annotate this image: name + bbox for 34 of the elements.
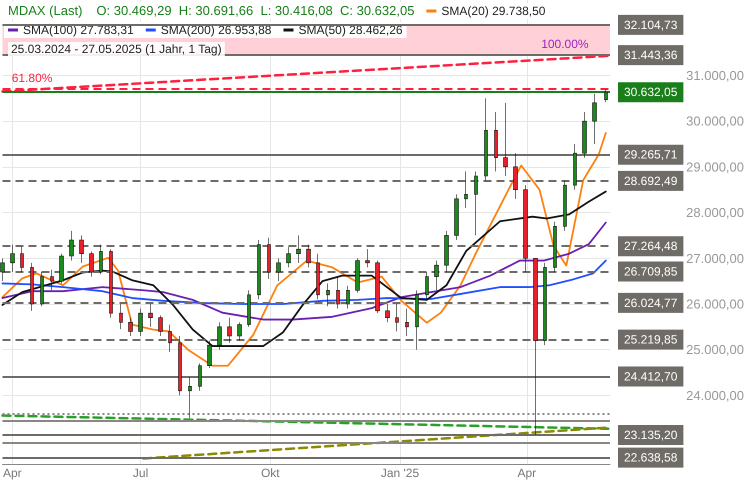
chart-title: MDAX (Last) (8, 3, 82, 18)
x-tick-label: Jul (132, 466, 148, 480)
y-tick-label: 28.000,00 (686, 205, 744, 220)
ref-line-label: 29.265,71 (624, 148, 678, 162)
y-tick-label: 30.000,00 (686, 114, 744, 129)
y-tick-label: 27.000,00 (686, 250, 744, 266)
x-tick-label: Jan '25 (380, 466, 420, 480)
annotation: 25.03.2024 - 27.05.2025 (1 Jahr, 1 Tag) (11, 42, 222, 56)
ref-line-label: 27.264,48 (624, 239, 678, 254)
legend-label: SMA(200) 26.953,88 (160, 23, 272, 37)
ref-line-label: 26.709,85 (624, 264, 678, 279)
ref-line-label: 32.104,73 (624, 18, 678, 32)
ref-line-label: 31.443,36 (624, 48, 678, 62)
y-tick-label: 31.000,00 (686, 68, 744, 83)
x-tick-label: Apr (517, 466, 536, 480)
legend-label: SMA(50) 28.462,26 (298, 23, 403, 37)
legend-label: SMA(100) 27.783,31 (23, 23, 134, 37)
ref-line-label: 22.638,58 (624, 450, 678, 465)
y-tick-label: 26.000,00 (686, 296, 744, 312)
annotation: 100.00% (541, 37, 589, 52)
legend-label: SMA(20) 29.738,50 (441, 4, 546, 18)
ref-line-label: 24.412,70 (624, 370, 678, 384)
ref-line-label: 23.135,20 (624, 428, 678, 442)
ref-line-label: 30.632,05 (624, 85, 678, 100)
y-tick-label: 29.000,00 (686, 159, 744, 174)
annotation: 61.80% (12, 71, 53, 86)
x-tick-label: Okt (260, 466, 280, 480)
x-tick-label: Apr (2, 466, 22, 480)
ref-line-label: 26.024,77 (624, 296, 678, 310)
ref-line-label: 28.692,49 (624, 174, 678, 188)
ref-line-label: 25.219,85 (624, 332, 678, 347)
chart-subtitle: O: 30.469,29 H: 30.691,66 L: 30.416,08 C: 30.632,05 (96, 3, 414, 18)
y-tick-label: 25.000,00 (686, 342, 744, 358)
y-tick-label: 24.000,00 (686, 388, 744, 403)
